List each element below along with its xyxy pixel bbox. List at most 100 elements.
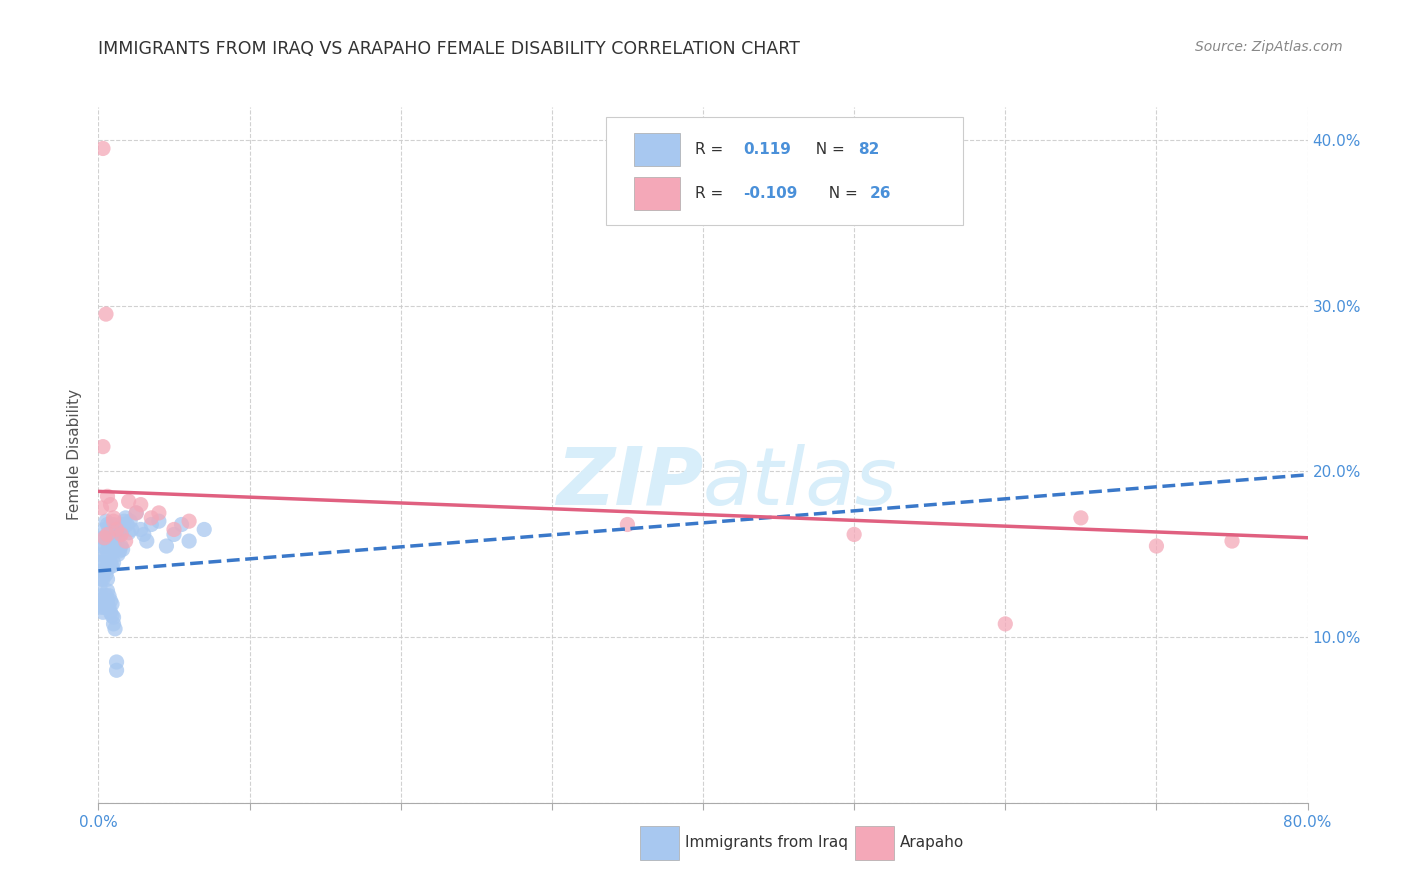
Point — [129, 523, 152, 537]
Point — [89, 556, 111, 570]
Point — [93, 593, 115, 607]
Point — [96, 572, 118, 586]
Point — [110, 517, 132, 532]
Point — [170, 517, 193, 532]
Point — [118, 494, 141, 508]
Point — [94, 589, 117, 603]
Point — [1070, 511, 1092, 525]
Text: Arapaho: Arapaho — [900, 836, 965, 850]
Point — [103, 511, 125, 525]
Point — [994, 616, 1017, 631]
Point — [125, 506, 148, 520]
Point — [110, 527, 132, 541]
Point — [90, 572, 112, 586]
Point — [90, 589, 112, 603]
Point — [104, 544, 127, 558]
Point — [90, 539, 112, 553]
Point — [100, 517, 122, 532]
Point — [163, 527, 186, 541]
Point — [1144, 539, 1167, 553]
Point — [108, 525, 131, 540]
Point — [93, 564, 115, 578]
Point — [94, 514, 117, 528]
Point — [135, 534, 157, 549]
Point — [91, 605, 114, 619]
Point — [94, 531, 117, 545]
Point — [94, 597, 117, 611]
Point — [112, 514, 135, 528]
Point — [616, 517, 638, 532]
Point — [100, 498, 122, 512]
Point — [94, 550, 117, 565]
Point — [129, 498, 152, 512]
Point — [90, 500, 112, 515]
Point — [93, 523, 115, 537]
Text: N =: N = — [806, 142, 849, 157]
Text: R =: R = — [695, 186, 728, 201]
Text: N =: N = — [820, 186, 863, 201]
Point — [141, 517, 163, 532]
Point — [96, 527, 118, 541]
Point — [103, 517, 125, 532]
Point — [110, 539, 132, 553]
Point — [163, 523, 186, 537]
Y-axis label: Female Disability: Female Disability — [67, 389, 83, 521]
Point — [179, 514, 201, 528]
Point — [96, 517, 118, 532]
Point — [91, 440, 114, 454]
Point — [105, 542, 128, 557]
FancyBboxPatch shape — [606, 118, 963, 226]
Point — [148, 514, 170, 528]
Point — [98, 589, 121, 603]
Text: ZIP: ZIP — [555, 443, 703, 522]
Point — [108, 544, 131, 558]
Point — [103, 514, 125, 528]
Point — [91, 556, 114, 570]
Point — [93, 531, 115, 545]
Point — [91, 572, 114, 586]
Point — [96, 534, 118, 549]
Text: Immigrants from Iraq: Immigrants from Iraq — [685, 836, 848, 850]
Point — [101, 558, 124, 573]
Text: Source: ZipAtlas.com: Source: ZipAtlas.com — [1195, 40, 1343, 54]
Point — [91, 547, 114, 561]
Point — [103, 610, 125, 624]
Point — [98, 539, 121, 553]
Point — [107, 531, 129, 545]
Point — [101, 597, 124, 611]
Point — [105, 523, 128, 537]
Text: 82: 82 — [858, 142, 879, 157]
Point — [125, 506, 148, 520]
Point — [101, 539, 124, 553]
Point — [103, 534, 125, 549]
Point — [101, 608, 124, 623]
Point — [111, 523, 134, 537]
Point — [193, 523, 215, 537]
Point — [96, 550, 118, 565]
Point — [96, 593, 118, 607]
Point — [179, 534, 201, 549]
Text: 26: 26 — [870, 186, 891, 201]
Point — [121, 523, 143, 537]
Point — [105, 523, 128, 537]
Point — [148, 506, 170, 520]
Point — [93, 600, 115, 615]
Point — [100, 605, 122, 619]
Point — [103, 616, 125, 631]
Point — [104, 622, 127, 636]
Point — [100, 593, 122, 607]
Text: IMMIGRANTS FROM IRAQ VS ARAPAHO FEMALE DISABILITY CORRELATION CHART: IMMIGRANTS FROM IRAQ VS ARAPAHO FEMALE D… — [98, 40, 800, 58]
Point — [115, 517, 138, 532]
Point — [132, 527, 155, 541]
Point — [91, 531, 114, 545]
Text: -0.109: -0.109 — [742, 186, 797, 201]
Point — [91, 597, 114, 611]
Point — [844, 527, 866, 541]
Point — [1220, 534, 1243, 549]
Point — [93, 539, 115, 553]
Point — [104, 527, 127, 541]
Point — [98, 600, 121, 615]
Point — [114, 511, 136, 525]
FancyBboxPatch shape — [634, 133, 681, 166]
Point — [111, 542, 134, 557]
